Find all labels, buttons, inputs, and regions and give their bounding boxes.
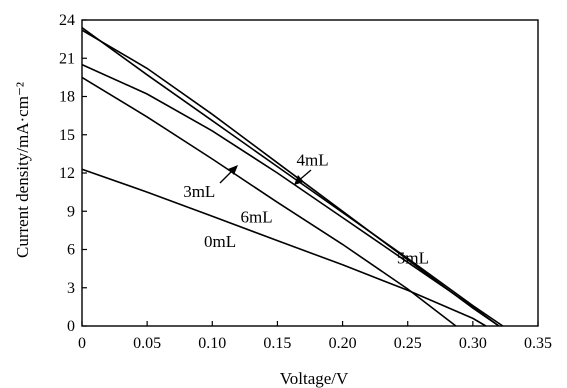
- series-line-6mL: [81, 76, 457, 327]
- series-line-0mL: [81, 168, 487, 327]
- x-tick-label: 0.15: [263, 335, 291, 352]
- plot-frame: [81, 19, 539, 327]
- curve-label-3mL: 3mL: [183, 182, 215, 201]
- curve-label-4mL: 4mL: [297, 150, 329, 169]
- axis-ticks: 0 0.05 0.10 0.15 0.20 0.25 0.30 0.35 0 3 6 9 12 15 18 2…: [59, 12, 552, 352]
- series-line-3mL: [81, 63, 500, 327]
- arrow-head-4mL: [294, 175, 304, 185]
- y-tick-label: 18: [59, 89, 75, 106]
- curve-labels: 4mL 3mL 6mL 0mL 5mL: [183, 150, 429, 267]
- y-tick-label: 21: [59, 50, 75, 67]
- y-tick-label: 0: [67, 318, 75, 335]
- annotation-arrows: [219, 165, 312, 185]
- y-tick-label: 15: [59, 127, 75, 144]
- x-tick-label: 0.35: [524, 335, 552, 352]
- y-tick-label: 6: [67, 242, 75, 259]
- x-axis-title: Voltage/V: [280, 369, 349, 388]
- curve-label-6mL: 6mL: [241, 208, 273, 227]
- y-axis-title: Current density/mA·cm⁻²: [13, 82, 32, 258]
- y-tick-label: 24: [59, 12, 75, 29]
- series-line-4mL: [81, 29, 500, 327]
- y-tick-label: 12: [59, 165, 75, 182]
- x-tick-label: 0.30: [459, 335, 487, 352]
- x-tick-label: 0.25: [394, 335, 422, 352]
- x-tick-label: 0.10: [198, 335, 226, 352]
- arrow-head-3mL: [228, 165, 238, 175]
- y-tick-label: 9: [67, 203, 75, 220]
- series-lines: [81, 27, 504, 327]
- x-tick-label: 0.20: [329, 335, 357, 352]
- y-tick-label: 3: [67, 280, 75, 297]
- series-line-5mL: [81, 27, 504, 327]
- x-tick-label: 0: [78, 335, 86, 352]
- x-tick-label: 0.05: [133, 335, 161, 352]
- curve-label-0mL: 0mL: [204, 232, 236, 251]
- curve-label-5mL: 5mL: [397, 249, 429, 268]
